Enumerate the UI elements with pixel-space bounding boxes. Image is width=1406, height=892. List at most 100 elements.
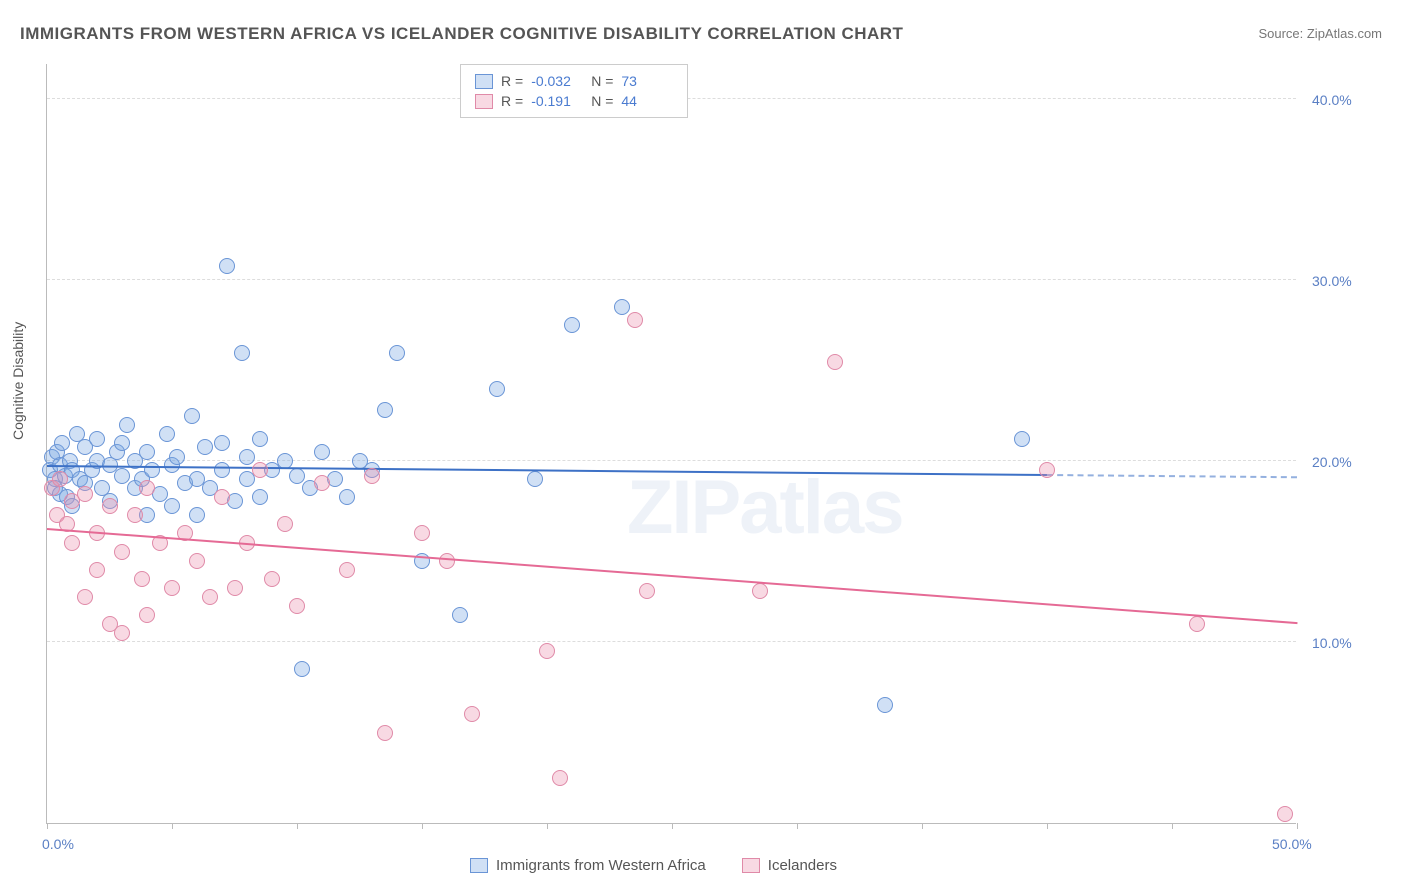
data-point-pink	[164, 580, 180, 596]
r-label: R =	[501, 93, 523, 109]
legend-row-series-1: R = -0.032 N = 73	[475, 71, 673, 91]
data-point-blue	[527, 471, 543, 487]
data-point-blue	[389, 345, 405, 361]
data-point-blue	[314, 444, 330, 460]
data-point-pink	[264, 571, 280, 587]
data-point-blue	[114, 468, 130, 484]
data-point-pink	[414, 525, 430, 541]
data-point-blue	[214, 435, 230, 451]
data-point-blue	[489, 381, 505, 397]
data-point-pink	[89, 562, 105, 578]
r-value-2: -0.191	[531, 93, 583, 109]
x-tick-label: 0.0%	[42, 836, 74, 852]
data-point-pink	[127, 507, 143, 523]
y-tick-label: 20.0%	[1312, 454, 1352, 470]
data-point-pink	[539, 643, 555, 659]
series-name-1: Immigrants from Western Africa	[496, 857, 706, 874]
chart-title: IMMIGRANTS FROM WESTERN AFRICA VS ICELAN…	[20, 24, 903, 44]
data-point-pink	[752, 583, 768, 599]
data-point-pink	[639, 583, 655, 599]
trend-line-pink	[47, 528, 1297, 624]
data-point-pink	[227, 580, 243, 596]
x-tick	[297, 823, 298, 829]
data-point-pink	[339, 562, 355, 578]
data-point-blue	[197, 439, 213, 455]
y-tick-label: 40.0%	[1312, 92, 1352, 108]
data-point-blue	[294, 661, 310, 677]
n-value-2: 44	[621, 93, 673, 109]
data-point-blue	[119, 417, 135, 433]
gridline	[47, 641, 1296, 642]
data-point-blue	[114, 435, 130, 451]
x-tick	[922, 823, 923, 829]
gridline	[47, 279, 1296, 280]
legend-row-series-2: R = -0.191 N = 44	[475, 91, 673, 111]
data-point-pink	[114, 625, 130, 641]
data-point-pink	[464, 706, 480, 722]
correlation-legend: R = -0.032 N = 73 R = -0.191 N = 44	[460, 64, 688, 118]
data-point-blue	[169, 449, 185, 465]
scatter-plot-area: ZIPatlas	[46, 64, 1296, 824]
x-tick	[797, 823, 798, 829]
data-point-pink	[214, 489, 230, 505]
data-point-blue	[54, 435, 70, 451]
x-tick	[1047, 823, 1048, 829]
data-point-pink	[64, 535, 80, 551]
gridline	[47, 460, 1296, 461]
data-point-pink	[827, 354, 843, 370]
x-tick	[172, 823, 173, 829]
data-point-blue	[877, 697, 893, 713]
data-point-blue	[184, 408, 200, 424]
data-point-pink	[439, 553, 455, 569]
data-point-blue	[89, 431, 105, 447]
data-point-blue	[252, 489, 268, 505]
series-legend: Immigrants from Western Africa Icelander…	[470, 857, 837, 874]
x-tick	[47, 823, 48, 829]
watermark-light: atlas	[739, 465, 902, 550]
watermark: ZIPatlas	[627, 464, 902, 551]
data-point-blue	[144, 462, 160, 478]
data-point-blue	[1014, 431, 1030, 447]
n-label: N =	[591, 93, 613, 109]
source-attribution: Source: ZipAtlas.com	[1258, 26, 1382, 41]
swatch-series-2	[742, 858, 760, 873]
r-label: R =	[501, 73, 523, 89]
data-point-blue	[159, 426, 175, 442]
data-point-pink	[139, 607, 155, 623]
y-axis-label: Cognitive Disability	[10, 322, 26, 440]
data-point-blue	[452, 607, 468, 623]
data-point-blue	[614, 299, 630, 315]
data-point-blue	[377, 402, 393, 418]
data-point-blue	[252, 431, 268, 447]
watermark-bold: ZIP	[627, 465, 739, 550]
data-point-pink	[252, 462, 268, 478]
n-value-1: 73	[621, 73, 673, 89]
data-point-pink	[102, 498, 118, 514]
x-tick-label: 50.0%	[1272, 836, 1312, 852]
data-point-pink	[114, 544, 130, 560]
data-point-pink	[1277, 806, 1293, 822]
data-point-blue	[214, 462, 230, 478]
data-point-pink	[202, 589, 218, 605]
data-point-blue	[339, 489, 355, 505]
x-tick	[422, 823, 423, 829]
swatch-series-2	[475, 94, 493, 109]
data-point-blue	[164, 498, 180, 514]
data-point-pink	[377, 725, 393, 741]
data-point-blue	[239, 449, 255, 465]
n-label: N =	[591, 73, 613, 89]
data-point-pink	[77, 486, 93, 502]
data-point-pink	[1189, 616, 1205, 632]
data-point-pink	[1039, 462, 1055, 478]
data-point-pink	[277, 516, 293, 532]
x-tick	[1297, 823, 1298, 829]
data-point-pink	[627, 312, 643, 328]
x-tick	[672, 823, 673, 829]
legend-item-series-2: Icelanders	[742, 857, 837, 874]
data-point-pink	[77, 589, 93, 605]
r-value-1: -0.032	[531, 73, 583, 89]
series-name-2: Icelanders	[768, 857, 837, 874]
data-point-pink	[289, 598, 305, 614]
y-tick-label: 30.0%	[1312, 273, 1352, 289]
data-point-blue	[189, 507, 205, 523]
